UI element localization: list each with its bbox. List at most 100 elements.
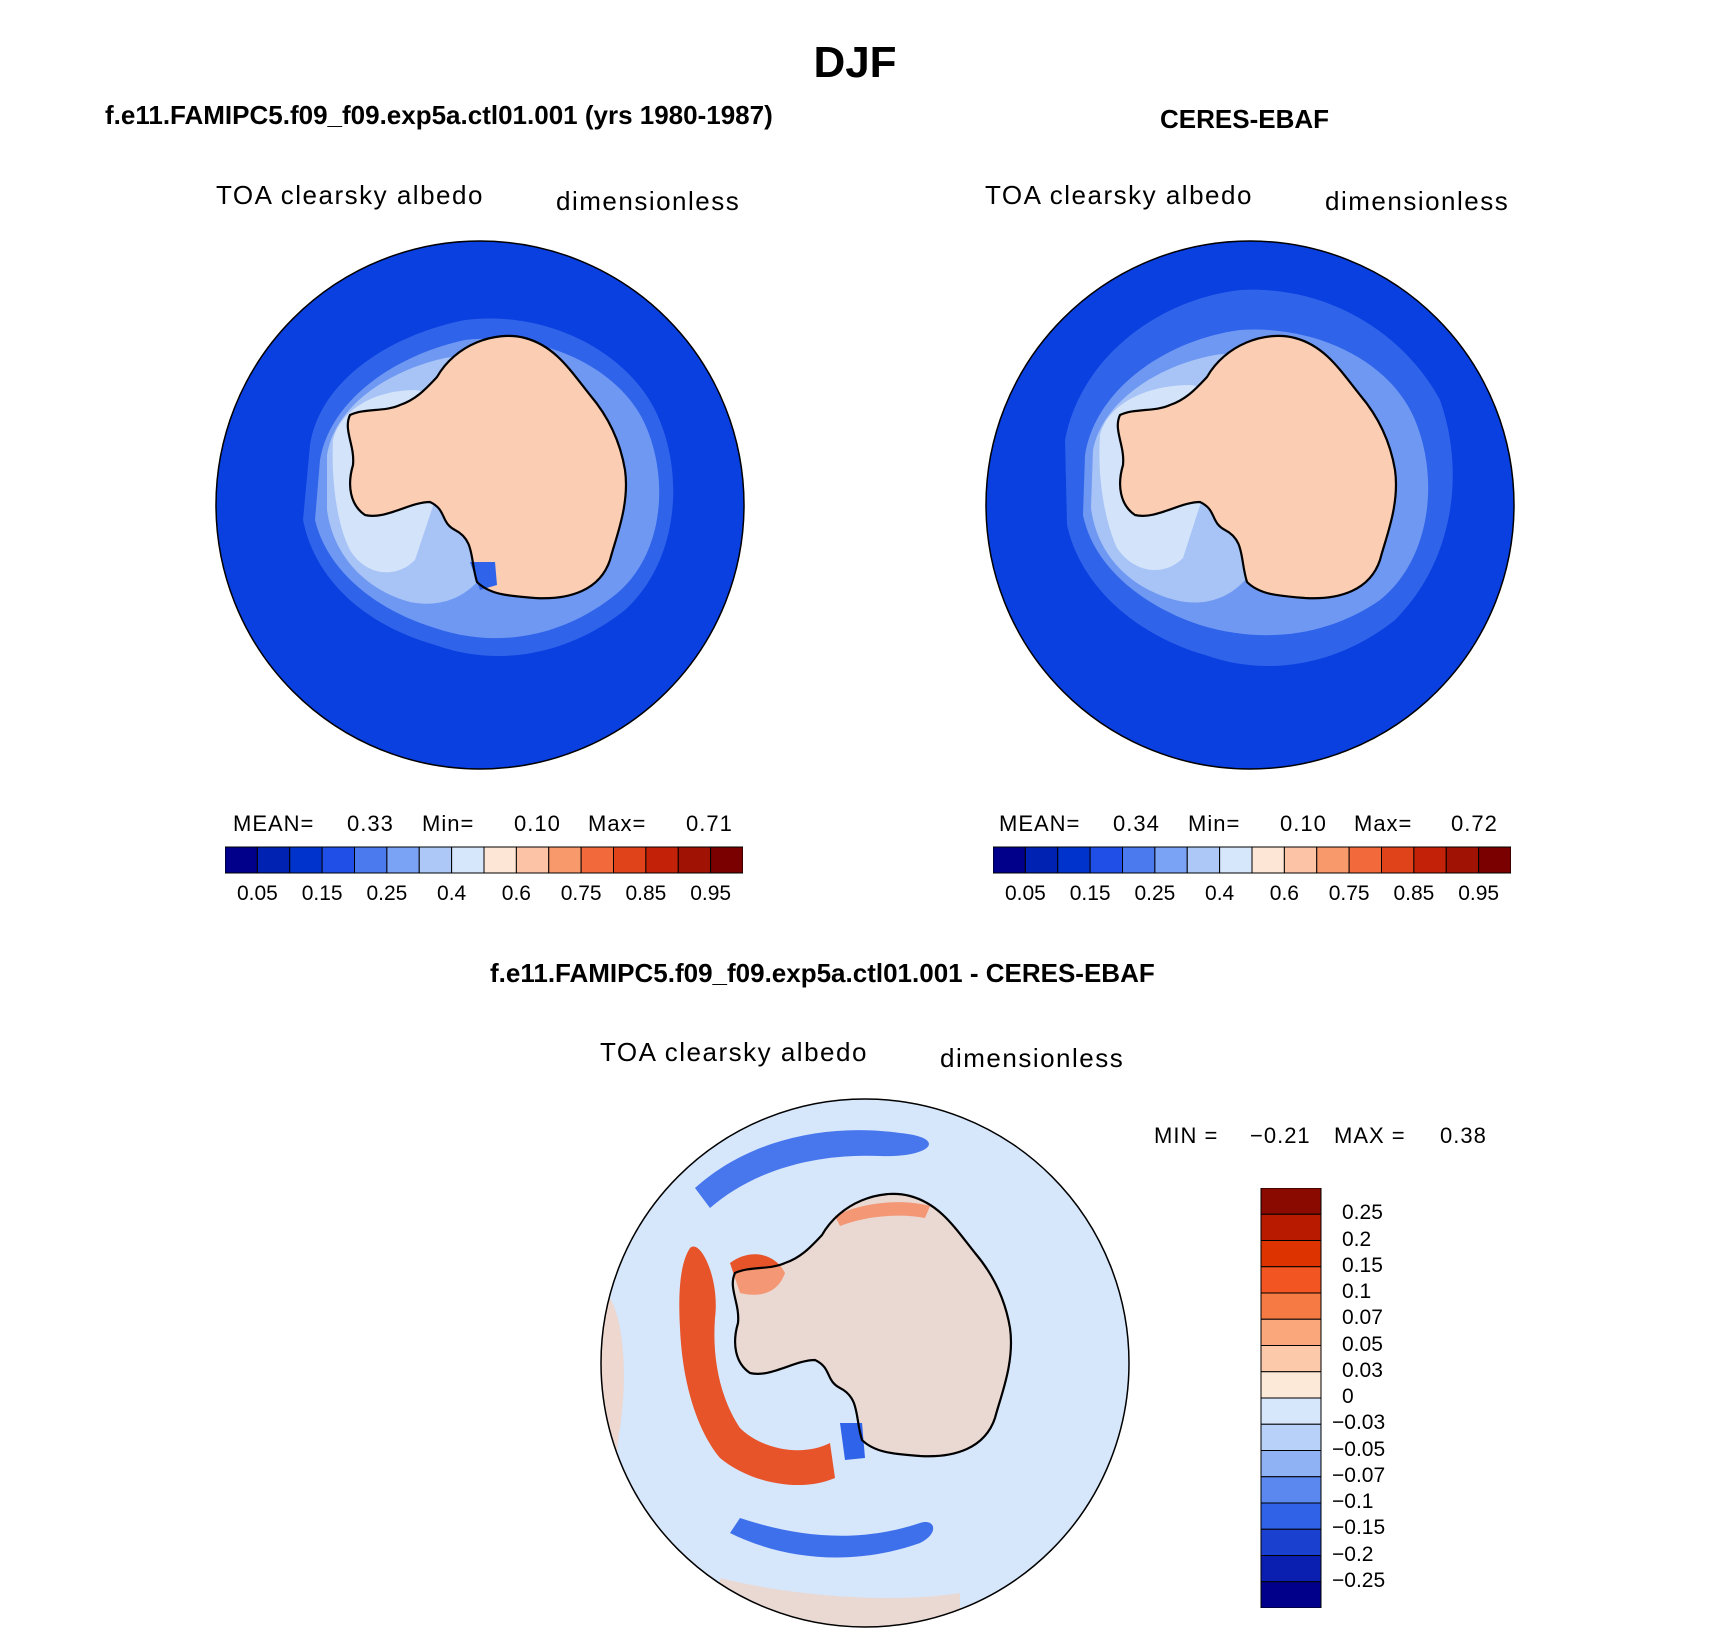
panel-2-mean-label: MEAN= <box>999 811 1081 836</box>
colorbar-tick-label: 0.95 <box>1458 882 1500 905</box>
map-frame <box>985 240 1515 770</box>
colorbar-swatch <box>1283 846 1318 874</box>
negative-patch-ross <box>840 1423 865 1460</box>
colorbar-swatch <box>1057 846 1091 874</box>
panel-2-min-value: 0.10 <box>1280 811 1327 836</box>
colorbar-tick-label: −0.15 <box>1332 1516 1386 1540</box>
coastline <box>346 334 628 600</box>
diff-panel-units: dimensionless <box>940 1043 1125 1073</box>
colorbar-tick-label: 0.6 <box>1269 882 1299 905</box>
colorbar-swatch <box>1260 1292 1322 1320</box>
colorbar-tick-label: −0.1 <box>1332 1490 1374 1513</box>
panel-1-map <box>215 240 745 770</box>
colorbar-swatch <box>1260 1345 1322 1373</box>
colorbar-tick-label: 0.6 <box>501 882 531 905</box>
colorbar-swatch <box>1260 1555 1322 1583</box>
colorbar-swatch <box>1122 846 1156 874</box>
diff-panel-title: f.e11.FAMIPC5.f09_f09.exp5a.ctl01.001 - … <box>490 958 1155 988</box>
panel-2-units: dimensionless <box>1325 186 1510 216</box>
colorbar-tick-label: 0.85 <box>625 882 667 905</box>
antarctica <box>1117 335 1397 599</box>
colorbar-swatch <box>1260 1476 1322 1504</box>
panel-1-min-value: 0.10 <box>514 811 561 836</box>
colorbar-swatch <box>1260 1318 1322 1346</box>
colorbar-swatch <box>1260 1213 1322 1241</box>
colorbar-swatch <box>1478 846 1511 874</box>
colorbar-swatch <box>321 846 355 874</box>
panel-1-title: f.e11.FAMIPC5.f09_f09.exp5a.ctl01.001 (y… <box>105 100 773 130</box>
diff-max-label: MAX = <box>1334 1123 1406 1148</box>
colorbar-swatch <box>613 846 647 874</box>
colorbar-tick-label: −0.03 <box>1332 1411 1386 1435</box>
colorbar-swatch <box>451 846 485 874</box>
diff-panel-variable: TOA clearsky albedo <box>600 1037 868 1067</box>
colorbar-swatch <box>1260 1502 1322 1530</box>
colorbar-tick-label: −0.05 <box>1332 1437 1386 1461</box>
colorbar-swatch <box>1260 1423 1322 1451</box>
colorbar-swatch <box>1260 1450 1322 1478</box>
colorbar-swatch <box>1381 846 1415 874</box>
colorbar-swatch <box>1154 846 1188 874</box>
diff-min-value: −0.21 <box>1250 1123 1311 1148</box>
panel-1-mean-value: 0.33 <box>347 811 394 836</box>
panel-2-map <box>985 240 1515 770</box>
panel-2-variable: TOA clearsky albedo <box>985 180 1253 210</box>
coastline <box>731 1192 1013 1458</box>
colorbar-swatch <box>1316 846 1350 874</box>
panel-1-max-value: 0.71 <box>686 811 733 836</box>
panel-1-colorbar-ticks: 0.05 0.15 0.25 0.4 0.6 0.75 0.85 0.95 <box>225 882 743 906</box>
colorbar-swatch <box>1260 1397 1322 1425</box>
panel-2-min-label: Min= <box>1188 811 1241 836</box>
positive-patch-continent <box>732 1193 1012 1457</box>
colorbar-swatch <box>515 846 550 874</box>
colorbar-tick-label: 0.25 <box>366 882 408 905</box>
colorbar-swatch <box>1445 846 1480 874</box>
colorbar-swatch <box>993 846 1026 874</box>
diff-panel-map <box>600 1098 1130 1628</box>
colorbar-swatch <box>1260 1188 1322 1215</box>
panel-2-mean-value: 0.34 <box>1113 811 1160 836</box>
colorbar-swatch <box>1089 846 1123 874</box>
colorbar-tick-label: 0.15 <box>1069 882 1111 905</box>
colorbar-swatch <box>1219 846 1253 874</box>
colorbar-swatch <box>418 846 453 874</box>
panel-2-max-label: Max= <box>1354 811 1413 836</box>
colorbar-tick-label: 0.75 <box>1328 882 1370 905</box>
colorbar-tick-label: 0 <box>1342 1385 1354 1408</box>
diff-colorbar <box>1260 1188 1322 1608</box>
colorbar-tick-label: 0.05 <box>236 882 278 905</box>
colorbar-swatch <box>1024 846 1059 874</box>
colorbar-tick-label: 0.07 <box>1342 1306 1383 1330</box>
colorbar-swatch <box>483 846 517 874</box>
colorbar-tick-label: 0.2 <box>1342 1227 1372 1251</box>
main-title: DJF <box>813 38 897 87</box>
colorbar-tick-label: 0.85 <box>1393 882 1435 905</box>
colorbar-tick-label: 0.15 <box>1342 1253 1383 1277</box>
negative-ring-bottom <box>730 1518 934 1558</box>
colorbar-tick-label: 0.1 <box>1342 1280 1372 1303</box>
colorbar-tick-label: 0.25 <box>1134 882 1176 905</box>
colorbar-swatch <box>580 846 614 874</box>
panel-2-colorbar-ticks: 0.05 0.15 0.25 0.4 0.6 0.75 0.85 0.95 <box>993 882 1511 906</box>
diff-min-label: MIN = <box>1154 1123 1219 1148</box>
colorbar-tick-label: 0.25 <box>1342 1201 1383 1225</box>
colorbar-swatch <box>1260 1528 1322 1556</box>
colorbar-swatch <box>225 846 258 874</box>
diff-max-value: 0.38 <box>1440 1123 1487 1148</box>
colorbar-swatch <box>1260 1581 1322 1608</box>
colorbar-tick-label: 0.05 <box>1342 1332 1383 1356</box>
panel-2-max-value: 0.72 <box>1451 811 1498 836</box>
colorbar-swatch <box>1260 1240 1322 1268</box>
colorbar-swatch <box>677 846 712 874</box>
colorbar-swatch <box>1348 846 1382 874</box>
map-frame <box>215 240 745 770</box>
panel-2-colorbar <box>993 846 1511 874</box>
colorbar-swatch <box>1260 1266 1322 1294</box>
colorbar-swatch <box>1251 846 1285 874</box>
antarctica <box>347 335 627 599</box>
diff-colorbar-ticks: 0.25 0.2 0.15 0.1 0.07 0.05 0.03 0 −0.03 −0.05 −0.… <box>1332 1188 1472 1608</box>
panel-2-title: CERES-EBAF <box>1160 104 1330 134</box>
colorbar-tick-label: −0.25 <box>1332 1568 1386 1592</box>
colorbar-tick-label: 0.05 <box>1004 882 1046 905</box>
panel-1-colorbar <box>225 846 743 874</box>
